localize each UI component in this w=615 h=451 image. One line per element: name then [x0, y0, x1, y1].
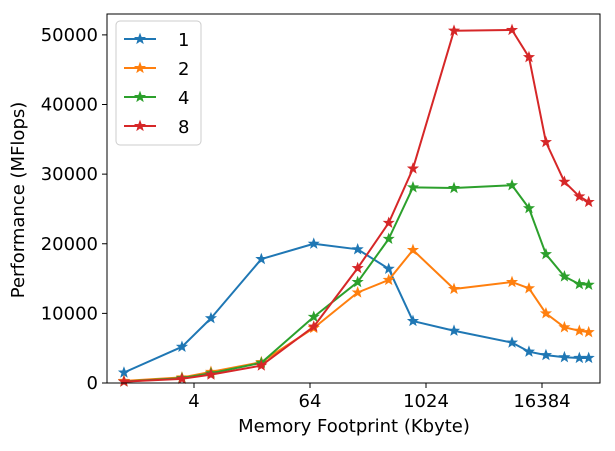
series-8 [117, 23, 595, 387]
data-point-2-13 [573, 324, 586, 336]
legend-item-4: 4 [124, 88, 189, 109]
data-point-8-3 [255, 359, 268, 371]
legend-marker [133, 119, 147, 132]
data-point-4-4 [307, 310, 320, 323]
data-point-1-10 [522, 345, 536, 357]
data-point-8-2 [204, 368, 218, 380]
y-tick-label: 10000 [41, 303, 98, 324]
data-point-8-8 [447, 24, 461, 36]
data-point-2-12 [558, 320, 571, 333]
data-point-8-12 [558, 175, 571, 187]
y-tick-label: 0 [87, 373, 98, 394]
data-point-1-8 [447, 324, 461, 336]
x-axis-label: Memory Footprint (Kbyte) [238, 416, 470, 437]
y-axis-label: Performance (MFlops) [8, 102, 29, 299]
y-tick-label: 20000 [41, 234, 98, 255]
data-point-8-13 [573, 190, 586, 202]
data-point-8-9 [505, 23, 519, 36]
x-tick-label: 1024 [403, 391, 449, 412]
series-group [117, 23, 595, 387]
data-point-8-0 [117, 375, 131, 387]
data-point-1-3 [255, 252, 268, 265]
data-point-1-4 [307, 237, 320, 249]
data-point-1-9 [505, 336, 519, 348]
data-point-2-8 [447, 282, 461, 295]
data-point-1-1 [175, 340, 189, 352]
legend-item-2: 2 [124, 59, 189, 80]
data-point-1-5 [351, 242, 364, 255]
legend-label: 8 [178, 117, 189, 138]
y-tick-label: 40000 [41, 95, 98, 116]
axes-group: 4 64 1024 16384 0 10000 20000 30000 40000 50000 [41, 13, 601, 412]
data-point-4-14 [582, 278, 595, 290]
legend-marker [133, 61, 147, 74]
data-point-8-11 [539, 135, 552, 148]
data-point-4-6 [382, 232, 395, 245]
data-point-4-13 [573, 277, 586, 290]
data-point-8-4 [307, 320, 320, 332]
legend-item-8: 8 [124, 117, 189, 138]
legend-item-1: 1 [124, 30, 189, 51]
data-point-4-10 [522, 201, 536, 214]
data-point-1-6 [382, 262, 395, 274]
data-point-4-7 [406, 180, 420, 193]
data-point-8-6 [382, 216, 395, 229]
data-point-4-11 [539, 247, 552, 260]
series-1 [117, 237, 595, 378]
data-point-2-6 [382, 273, 395, 286]
data-point-2-10 [522, 281, 536, 294]
data-point-2-9 [505, 275, 519, 288]
legend-box [115, 20, 202, 146]
data-point-4-8 [447, 181, 461, 194]
x-tick-label: 64 [299, 391, 322, 412]
data-point-2-14 [582, 325, 595, 338]
data-point-4-5 [351, 275, 364, 288]
x-tick-label: 4 [188, 391, 199, 412]
data-point-1-2 [204, 311, 218, 324]
legend-marker [133, 90, 147, 103]
data-point-2-7 [406, 243, 420, 256]
data-point-2-11 [539, 307, 552, 319]
axes-frame [106, 13, 601, 384]
x-tick-label: 16384 [513, 391, 570, 412]
data-point-8-7 [406, 162, 420, 174]
data-point-1-11 [539, 348, 552, 361]
data-point-8-5 [351, 261, 364, 274]
data-point-4-12 [558, 270, 571, 282]
legend: 1 2 4 8 [115, 20, 202, 146]
data-point-8-14 [582, 195, 595, 208]
legend-label: 1 [178, 30, 189, 51]
legend-marker [133, 32, 147, 45]
data-point-2-5 [351, 286, 364, 298]
data-point-8-1 [175, 372, 189, 384]
y-tick-label: 50000 [41, 25, 98, 46]
y-tick-label: 30000 [41, 164, 98, 185]
data-point-1-7 [406, 314, 420, 327]
legend-label: 2 [178, 59, 189, 80]
data-point-1-14 [582, 351, 595, 364]
data-point-1-12 [558, 350, 571, 363]
legend-label: 4 [178, 88, 189, 109]
data-point-4-9 [505, 178, 519, 191]
data-point-8-10 [522, 50, 536, 63]
